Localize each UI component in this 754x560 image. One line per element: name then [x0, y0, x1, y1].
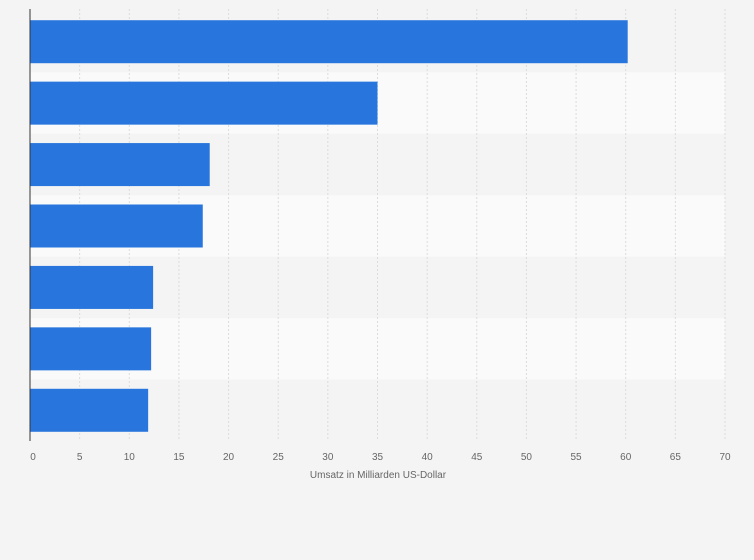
- x-tick-label: 5: [77, 452, 83, 463]
- x-axis-title: Umsatz in Milliarden US-Dollar: [310, 470, 447, 481]
- bar-7[interactable]: [30, 388, 149, 432]
- x-tick-label: 10: [124, 452, 136, 463]
- x-tick-label: 60: [620, 452, 632, 463]
- x-tick-label: 50: [521, 452, 533, 463]
- x-tick-label: 0: [30, 452, 36, 463]
- x-tick-label: 45: [471, 452, 483, 463]
- x-tick-label: 70: [719, 452, 731, 463]
- bar-1[interactable]: [30, 20, 628, 64]
- x-tick-label: 30: [322, 452, 334, 463]
- x-tick-label: 65: [670, 452, 682, 463]
- bar-6[interactable]: [30, 327, 152, 371]
- x-tick-labels: 0 5 10 15 20 25 30 35 40 45 50 55 60 65 70: [30, 452, 731, 463]
- x-tick-label: 20: [223, 452, 235, 463]
- x-tick-label: 25: [273, 452, 285, 463]
- bar-4[interactable]: [30, 204, 203, 248]
- x-tick-label: 15: [173, 452, 185, 463]
- x-tick-label: 40: [422, 452, 434, 463]
- bars: [30, 20, 628, 432]
- bar-3[interactable]: [30, 143, 210, 187]
- x-tick-label: 55: [571, 452, 583, 463]
- bar-5[interactable]: [30, 265, 154, 309]
- bar-2[interactable]: [30, 81, 378, 125]
- x-tick-label: 35: [372, 452, 384, 463]
